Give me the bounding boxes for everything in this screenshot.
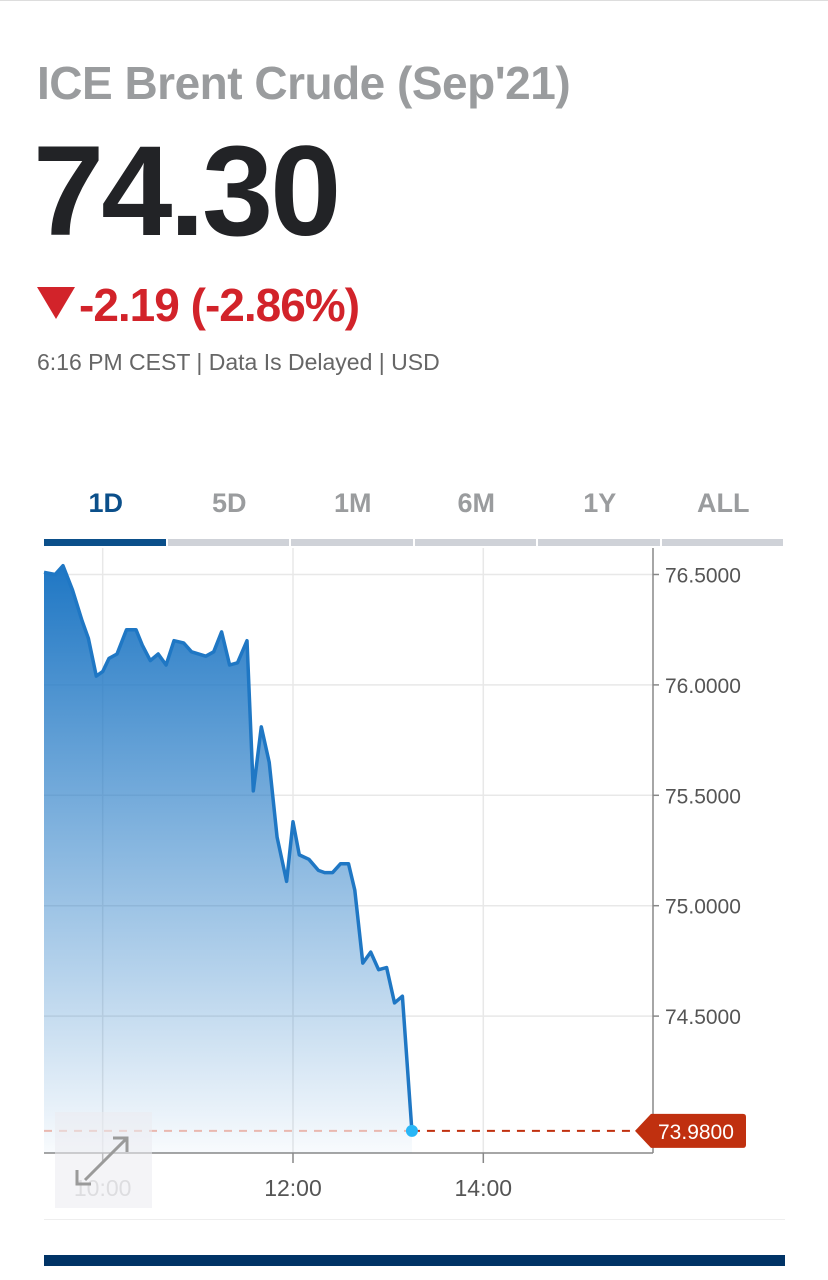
price-change: -2.19 (-2.86%): [37, 278, 360, 332]
tab-5d[interactable]: 5D: [167, 488, 292, 546]
last-point-marker: [405, 1124, 418, 1137]
y-tick-label: 75.0000: [665, 896, 741, 919]
tab-6m[interactable]: 6M: [414, 488, 539, 546]
tab-1d[interactable]: 1D: [44, 488, 168, 546]
x-tick-label: 14:00: [455, 1175, 513, 1201]
last-price-flag: [635, 1113, 746, 1148]
divider: [44, 1219, 785, 1220]
y-tick-label: 76.5000: [665, 564, 741, 587]
y-tick-label: 75.5000: [665, 785, 741, 808]
expand-arrows-icon: [75, 1136, 129, 1186]
y-tick-label: 76.0000: [665, 675, 741, 698]
last-price: 74.30: [33, 120, 341, 263]
tab-all[interactable]: ALL: [661, 488, 786, 546]
bottom-bar: [44, 1255, 785, 1266]
down-triangle-icon: [37, 287, 75, 319]
expand-chart-button[interactable]: [55, 1112, 152, 1208]
range-tabs: 1D 5D 1M 6M 1Y ALL: [44, 488, 785, 546]
tab-1y[interactable]: 1Y: [538, 488, 662, 546]
x-tick-label: 12:00: [264, 1175, 322, 1201]
price-area: [44, 565, 412, 1153]
instrument-title: ICE Brent Crude (Sep'21): [37, 57, 571, 109]
last-price-label: 73.9800: [658, 1121, 734, 1144]
y-tick-label: 74.5000: [665, 1006, 741, 1029]
top-divider: [0, 0, 828, 1]
price-line: [43, 563, 414, 1132]
quote-meta: 6:16 PM CEST | Data Is Delayed | USD: [37, 349, 440, 375]
tab-1m[interactable]: 1M: [291, 488, 415, 546]
price-change-value: -2.19 (-2.86%): [79, 279, 360, 331]
